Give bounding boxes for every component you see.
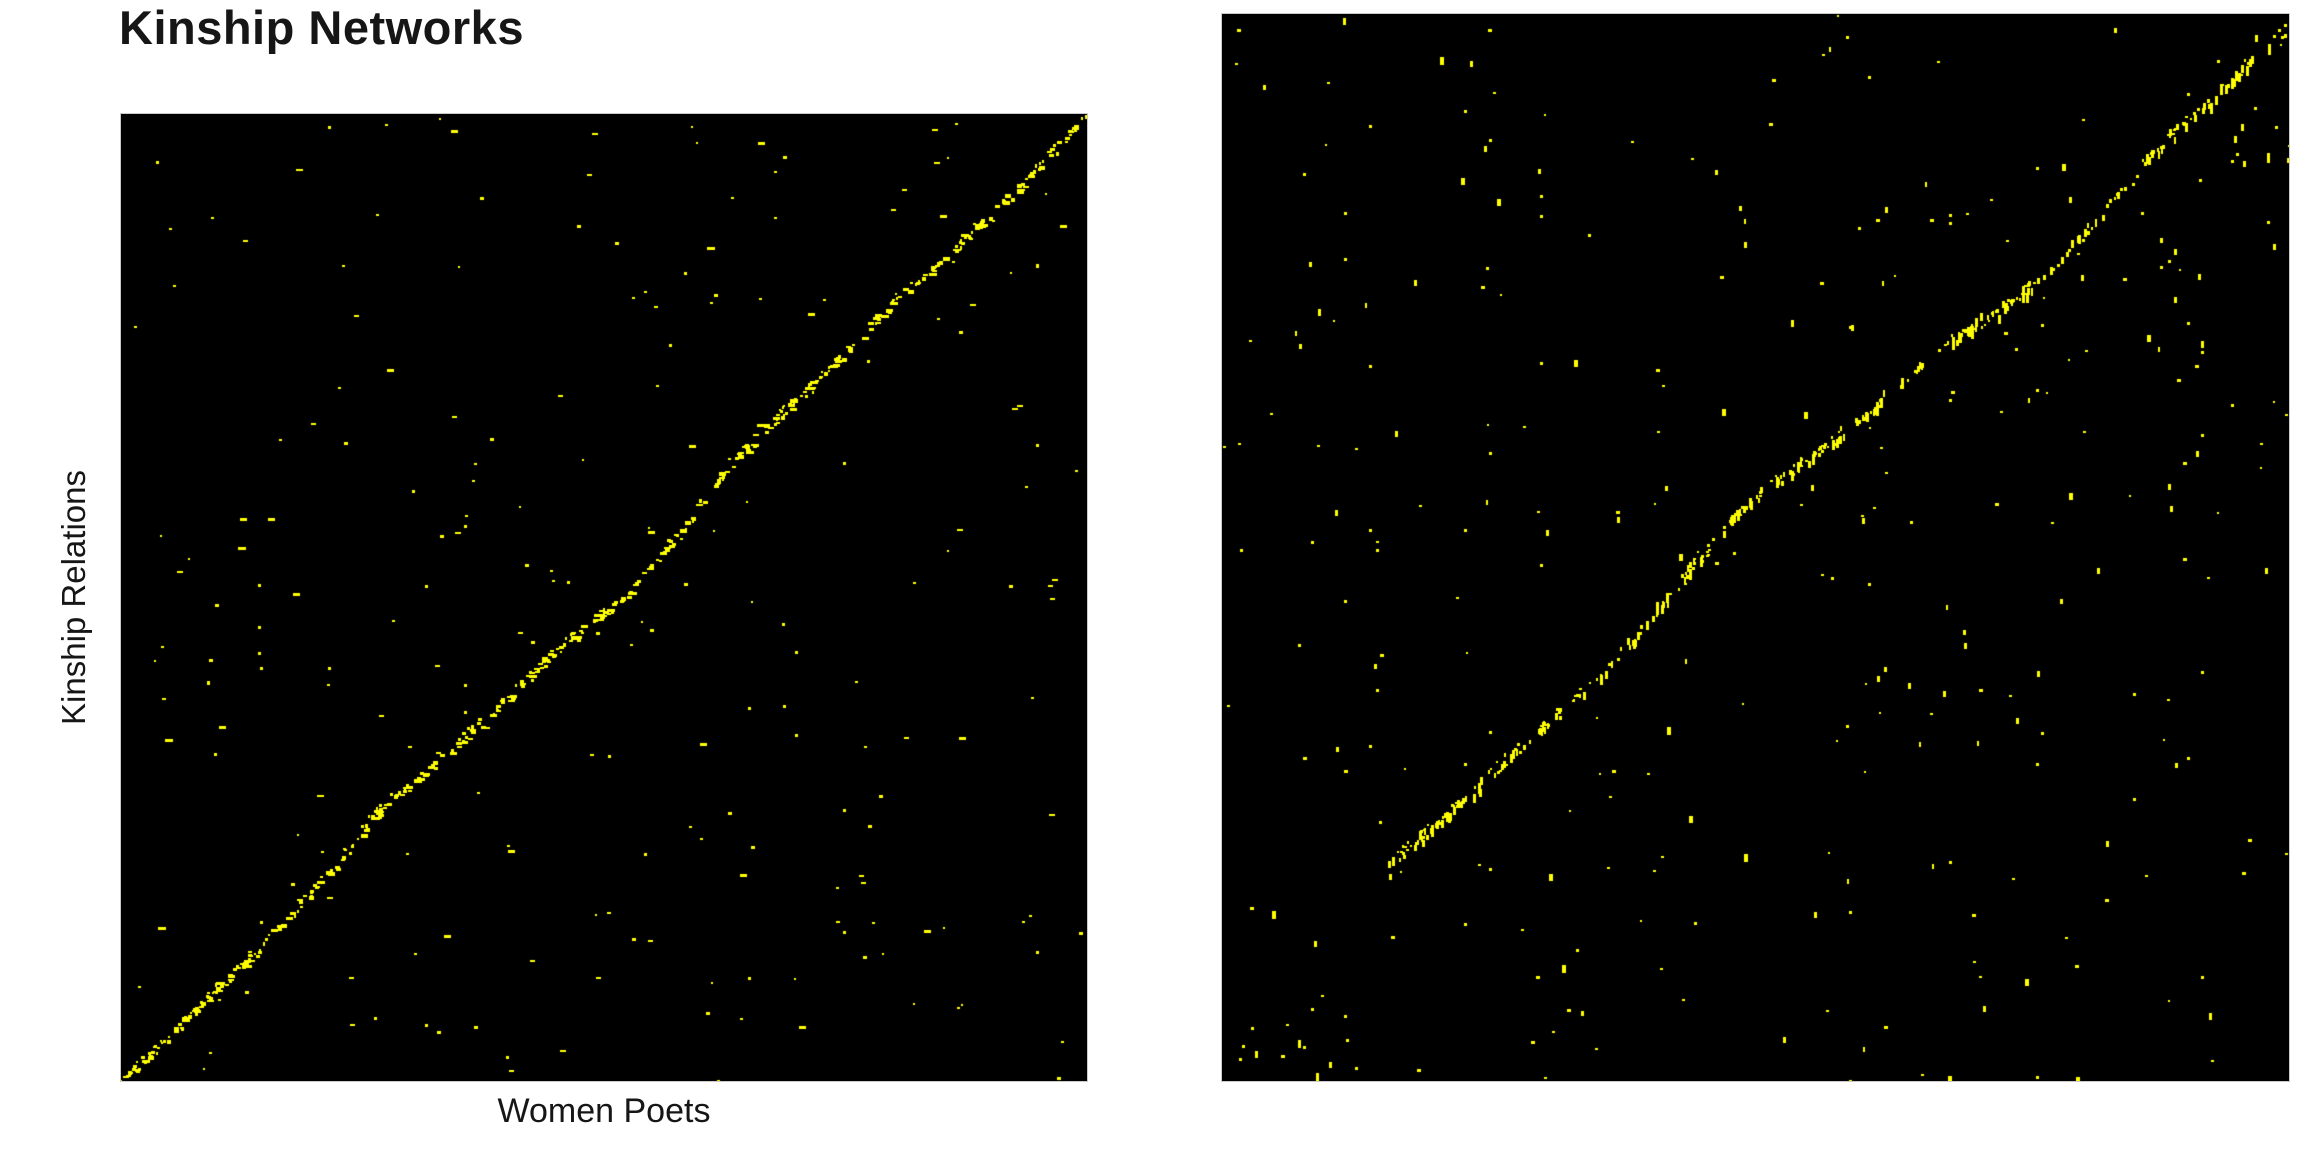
figure-title: Kinship Networks	[119, 1, 524, 54]
right-matrix-plot	[1221, 13, 2290, 1082]
x-axis-label: Women Poets	[497, 1092, 711, 1130]
left-matrix-plot	[120, 113, 1088, 1082]
y-axis-label-container: Kinship Relations	[44, 114, 104, 1081]
y-axis-label: Kinship Relations	[55, 470, 92, 725]
